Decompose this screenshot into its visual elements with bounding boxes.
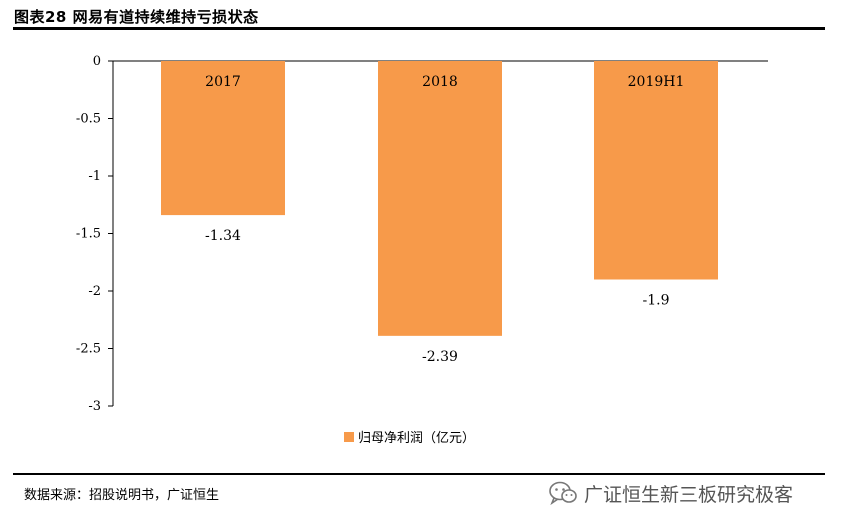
bar	[378, 61, 502, 336]
watermark: 广证恒生新三板研究极客	[548, 479, 793, 507]
y-tick-label: 0	[93, 54, 101, 69]
y-tick-label: -3	[88, 399, 101, 414]
data-label: -2.39	[422, 349, 458, 365]
data-label: -1.34	[205, 228, 241, 244]
y-tick-label: -1.5	[76, 227, 101, 242]
data-label: -1.9	[643, 293, 670, 309]
watermark-text: 广证恒生新三板研究极客	[584, 483, 794, 506]
y-tick-label: -2	[88, 284, 101, 299]
bottom-rule	[13, 473, 825, 475]
bar	[594, 61, 718, 280]
y-tick-label: -2.5	[76, 342, 101, 357]
category-label: 2018	[422, 74, 458, 90]
bar-chart: 0 -0.5 -1 -1.5 -2 -2.5 -3 2017 -1.34 2018 -2.39 201…	[76, 54, 768, 446]
source-note: 数据来源：招股说明书，广证恒生	[24, 488, 220, 503]
figure-title: 图表28 网易有道持续维持亏损状态	[14, 8, 259, 26]
title-rule	[13, 27, 825, 30]
category-label: 2017	[205, 74, 241, 90]
y-tick-label: -0.5	[76, 112, 101, 127]
y-tick-label: -1	[88, 169, 101, 184]
category-label: 2019H1	[628, 74, 685, 90]
wechat-icon	[549, 481, 577, 506]
bar	[161, 61, 285, 216]
legend-swatch	[344, 432, 354, 442]
legend-label: 归母净利润（亿元）	[358, 431, 475, 446]
